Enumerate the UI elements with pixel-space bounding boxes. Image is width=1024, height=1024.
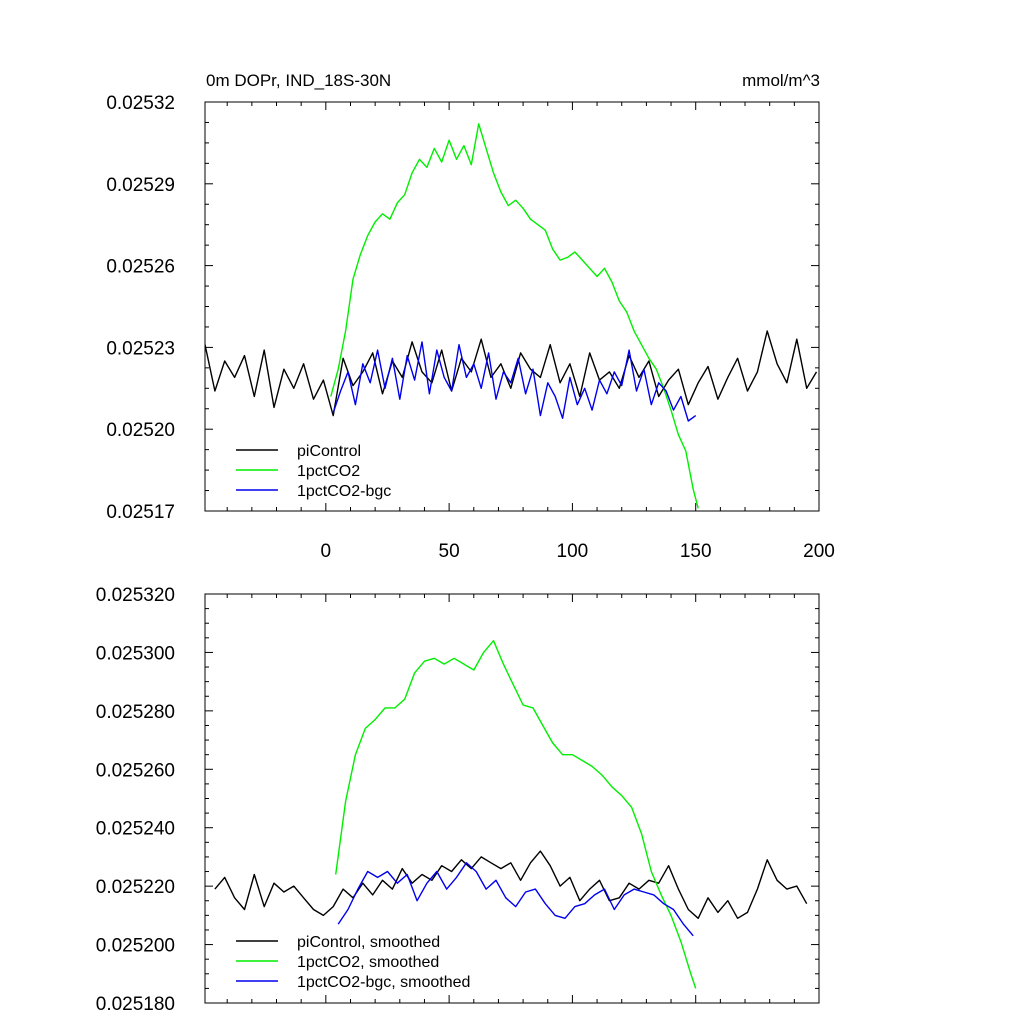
y-tick-label: 0.02523 bbox=[106, 338, 175, 359]
x-tick-label: 100 bbox=[557, 541, 589, 562]
series-line-1pctco2-bgc bbox=[332, 341, 697, 422]
legend-label-1pctco2-bgc-smoothed: 1pctCO2-bgc, smoothed bbox=[297, 974, 470, 991]
y-tick-label: 0.025240 bbox=[96, 819, 175, 840]
y-tick-label: 0.025260 bbox=[96, 760, 175, 781]
series-line-picontrol-smoothed bbox=[214, 850, 808, 919]
legend-label-1pctco2-bgc: 1pctCO2-bgc bbox=[297, 483, 391, 500]
bottom-chart-ticks bbox=[205, 593, 820, 1004]
y-tick-label: 0.02526 bbox=[106, 257, 175, 278]
y-tick-label: 0.025220 bbox=[96, 877, 175, 898]
top-chart-series bbox=[205, 123, 818, 509]
y-tick-label: 0.02532 bbox=[106, 93, 175, 114]
bottom-chart: 0.025180 0.025200 0.025220 0.025240 0.025260… bbox=[96, 585, 820, 1015]
series-line-picontrol bbox=[205, 330, 818, 417]
y-tick-label: 0.025300 bbox=[96, 643, 175, 664]
series-line-1pctco2-bgc-smoothed bbox=[337, 862, 694, 937]
y-tick-label: 0.025320 bbox=[96, 585, 175, 606]
top-chart-frame bbox=[204, 101, 820, 512]
chart-units: mmol/m^3 bbox=[742, 71, 820, 90]
y-tick-label: 0.025280 bbox=[96, 702, 175, 723]
x-tick-label: 50 bbox=[439, 541, 460, 562]
x-tick-label: 200 bbox=[803, 541, 835, 562]
series-line-1pctco2-smoothed bbox=[335, 640, 697, 989]
bottom-chart-legend: piControl, smoothed 1pctCO2, smoothed 1p… bbox=[236, 934, 470, 991]
top-chart-tick-labels: 0.02517 0.02520 0.02523 0.02526 0.02529 0.025… bbox=[106, 93, 835, 562]
top-chart: 0m DOPr, IND_18S-30N mmol/m^3 0.025170.0… bbox=[106, 71, 835, 562]
bottom-chart-frame bbox=[204, 593, 820, 1004]
top-chart-legend: piControl 1pctCO2 1pctCO2-bgc bbox=[236, 443, 391, 500]
bottom-chart-tick-labels: 0.025180 0.025200 0.025220 0.025240 0.025260… bbox=[96, 585, 175, 1015]
series-line-1pctco2 bbox=[330, 123, 699, 509]
legend-label-1pctco2-smoothed: 1pctCO2, smoothed bbox=[297, 954, 439, 971]
y-tick-label: 0.025180 bbox=[96, 994, 175, 1015]
bottom-chart-series bbox=[214, 640, 808, 989]
y-tick-label: 0.02520 bbox=[106, 420, 175, 441]
chart-title: 0m DOPr, IND_18S-30N bbox=[206, 71, 391, 90]
legend-label-picontrol-smoothed: piControl, smoothed bbox=[297, 934, 440, 951]
x-tick-label: 150 bbox=[680, 541, 712, 562]
x-tick-label: 0 bbox=[321, 541, 332, 562]
legend-label-1pctco2: 1pctCO2 bbox=[297, 463, 360, 480]
legend-label-picontrol: piControl bbox=[297, 443, 361, 460]
y-tick-label: 0.02529 bbox=[106, 175, 175, 196]
y-tick-label: 0.025200 bbox=[96, 936, 175, 957]
y-tick-label: 0.02517 bbox=[106, 502, 175, 523]
